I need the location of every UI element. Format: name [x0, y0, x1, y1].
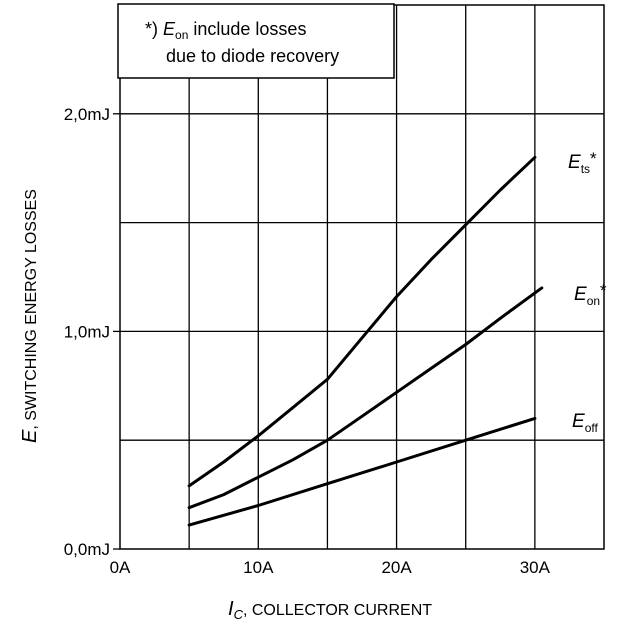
series-lines — [187, 155, 544, 527]
annotation-line-1: *) Eon include losses — [145, 19, 306, 42]
series-line-1 — [187, 286, 544, 510]
series-line-0 — [187, 155, 537, 488]
annotation-box: *) Eon include losses due to diode recov… — [117, 3, 395, 79]
x-tick-label: 20A — [381, 558, 412, 577]
y-tick-label: 0,0mJ — [64, 540, 110, 559]
series-label-eon: Eon* — [574, 281, 607, 308]
series-label-ets: Ets* — [568, 149, 597, 176]
series-line-2 — [187, 416, 537, 527]
grid-lines — [120, 5, 604, 549]
y-tick-label: 2,0mJ — [64, 105, 110, 124]
y-tick-label: 1,0mJ — [64, 322, 110, 341]
x-tick-label: 10A — [243, 558, 274, 577]
annotation-frame — [117, 3, 395, 79]
plot-frame — [119, 4, 605, 550]
annotation-line-2: due to diode recovery — [166, 46, 339, 66]
y-axis-label: E, SWITCHING ENERGY LOSSES — [19, 189, 41, 443]
tick-labels: 0A 10A 20A 30A 0,0mJ 1,0mJ 2,0mJ — [64, 105, 551, 577]
series-labels: Ets* Eon* Eoff — [568, 149, 607, 435]
x-axis-label: IC, COLLECTOR CURRENT — [228, 598, 432, 622]
series-label-eoff: Eoff — [572, 411, 598, 435]
x-tick-label: 0A — [110, 558, 131, 577]
x-tick-label: 30A — [520, 558, 551, 577]
